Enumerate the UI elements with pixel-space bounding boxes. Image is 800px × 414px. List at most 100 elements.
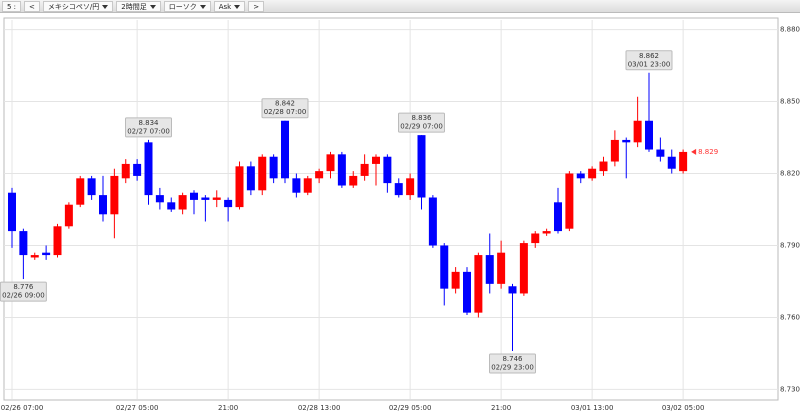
candle-body [610, 139, 619, 162]
candle-body [337, 154, 346, 186]
y-tick-label: 8.730 [780, 385, 800, 393]
annotation-box [0, 281, 47, 302]
y-tick-label: 8.850 [780, 98, 800, 106]
candle-body [508, 286, 517, 294]
annotation-price: 8.862 [639, 52, 659, 60]
candle-body [417, 135, 426, 198]
candle-body [110, 175, 119, 215]
candle-body [144, 142, 153, 196]
candle-body [440, 245, 449, 289]
chart-type-select[interactable]: ローソク [163, 1, 211, 12]
price-side-select[interactable]: Ask [213, 1, 246, 12]
candle-body [349, 175, 358, 186]
candle-body [212, 197, 221, 200]
candle-body [53, 226, 62, 256]
candle-body [303, 178, 312, 193]
x-tick-label: 02/27 05:00 [116, 404, 159, 412]
x-tick-label: 03/02 05:00 [662, 404, 705, 412]
y-tick-label: 8.820 [780, 170, 800, 178]
candle-body [64, 204, 73, 227]
x-tick-label: 21:00 [218, 404, 238, 412]
candle-body [281, 120, 289, 179]
annotation-time: 02/26 09:00 [2, 292, 45, 300]
candle-body [19, 231, 28, 256]
x-tick-label: 03/01 13:00 [571, 404, 614, 412]
y-tick-label: 8.760 [780, 313, 800, 321]
candle-body [531, 233, 540, 244]
last-price-arrow [691, 148, 697, 155]
candle-body [474, 255, 483, 313]
candle-body [235, 166, 244, 208]
annotation-time: 02/27 07:00 [127, 127, 170, 135]
annotation-price: 8.776 [13, 283, 34, 291]
candle-body [292, 178, 301, 193]
candle-body [258, 156, 267, 191]
candle-body [360, 163, 369, 176]
candle-body [463, 271, 471, 313]
toolbar-prev[interactable]: < [24, 1, 40, 12]
candle-body [519, 243, 528, 294]
candle-body [133, 163, 142, 176]
candle-body [99, 195, 107, 215]
candle-body [201, 197, 210, 200]
currency-select[interactable]: メキシコペソ/円 [42, 1, 114, 12]
annotation-time: 02/28 07:00 [264, 108, 307, 116]
annotation-box [398, 112, 445, 133]
candle-body [679, 151, 688, 172]
candle-body [42, 252, 51, 256]
candle-body [622, 139, 631, 143]
annotation-time: 03/01 23:00 [628, 60, 671, 68]
candle-body [315, 171, 324, 179]
candle-body [87, 178, 96, 196]
annotation-price: 8.746 [502, 355, 523, 363]
candle-body [121, 163, 130, 179]
toolbar: 5 : < メキシコペソ/円 2時間足 ローソク Ask > [0, 0, 800, 13]
x-tick-label: 02/28 13:00 [298, 404, 341, 412]
candle-body [542, 231, 551, 234]
candle-body [667, 156, 676, 169]
candle-body [383, 156, 392, 184]
candle-body [497, 252, 506, 284]
candle-body [428, 197, 437, 246]
y-tick-label: 8.880 [780, 26, 800, 34]
annotation-box [489, 353, 536, 374]
last-price-label: 8.829 [698, 148, 718, 156]
y-tick-label: 8.790 [780, 241, 800, 249]
candle-body [326, 154, 335, 172]
timeframe-select[interactable]: 2時間足 [116, 1, 161, 12]
candle-body [30, 255, 39, 258]
annotation-box [625, 50, 673, 71]
plot-frame [3, 17, 779, 401]
candle-body [167, 202, 176, 210]
annotation-price: 8.836 [411, 114, 432, 122]
candle-body [554, 202, 562, 232]
candle-body [224, 199, 233, 208]
candle-body [190, 192, 198, 200]
candle-body [372, 156, 380, 164]
candle-body [588, 168, 597, 179]
candle-body [485, 255, 494, 284]
candle-body [451, 271, 460, 289]
candle-body [155, 195, 164, 203]
toolbar-next[interactable]: > [248, 1, 265, 12]
annotation-box [125, 117, 172, 138]
candle-body [599, 161, 608, 172]
candle-body [633, 120, 642, 143]
annotation-time: 02/29 23:00 [491, 364, 534, 372]
candle-body [406, 178, 415, 196]
toolbar-item[interactable]: 5 : [2, 1, 22, 12]
x-tick-label: 02/26 07:00 [1, 404, 44, 412]
candle-body [565, 173, 574, 229]
annotation-price: 8.834 [138, 119, 159, 127]
candle-body [656, 149, 665, 157]
candle-body [394, 183, 403, 196]
candle-body [8, 192, 16, 232]
x-tick-label: 02/29 05:00 [389, 404, 432, 412]
candle-body [645, 120, 653, 150]
annotation-box [261, 98, 309, 119]
candle-body [178, 195, 187, 210]
candle-body [576, 173, 585, 179]
candle-body [269, 156, 278, 179]
